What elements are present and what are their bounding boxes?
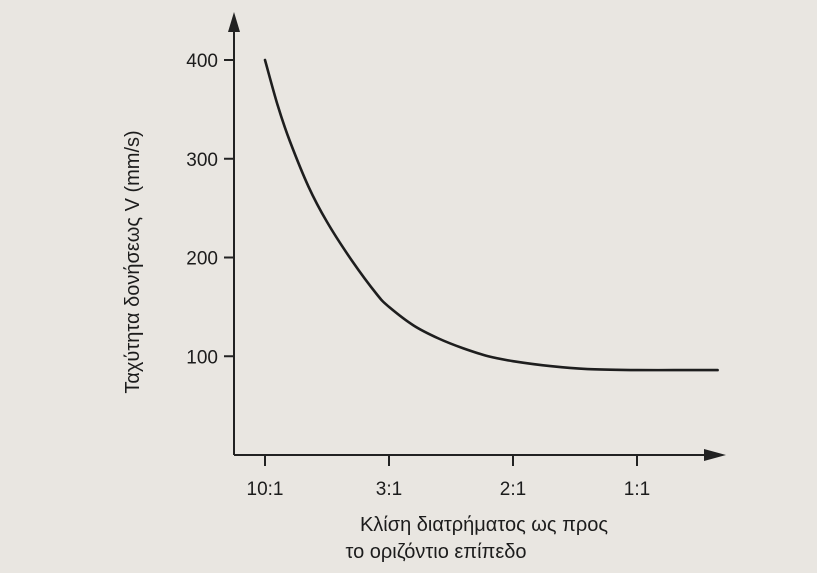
y-axis-title: Ταχύτητα δονήσεως V (mm/s) xyxy=(122,130,144,393)
series xyxy=(263,58,719,372)
series-line xyxy=(263,58,719,372)
x-tick-label: 1:1 xyxy=(624,479,650,500)
y-tick-label: 400 xyxy=(186,51,218,72)
x-axis-title-line-1: Κλίση διατρήματος ως προς xyxy=(360,514,608,536)
y-tick-label: 300 xyxy=(186,150,218,171)
axes xyxy=(228,12,726,461)
x-tick-label: 2:1 xyxy=(500,479,526,500)
x-axis-arrow xyxy=(704,449,726,461)
x-tick-label: 10:1 xyxy=(247,479,284,500)
x-axis-title-line-2: το οριζόντιο επίπεδο xyxy=(346,541,527,563)
x-tick-label: 3:1 xyxy=(376,479,402,500)
y-tick-label: 200 xyxy=(186,249,218,270)
y-tick-label: 100 xyxy=(186,347,218,368)
y-axis-arrow xyxy=(228,12,240,32)
x-ticks: 10:1 3:1 2:1 1:1 xyxy=(247,455,650,500)
y-ticks: 100 200 300 400 xyxy=(186,51,234,368)
